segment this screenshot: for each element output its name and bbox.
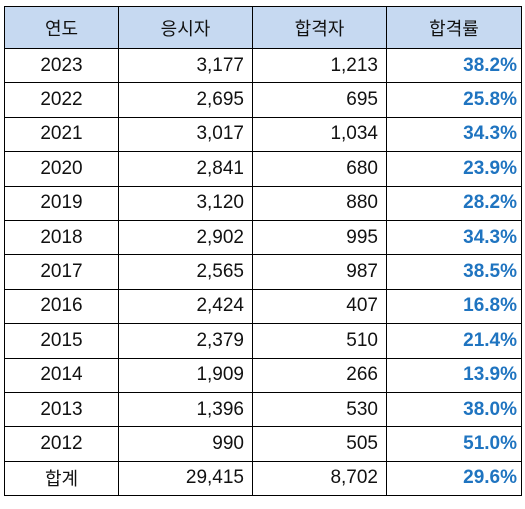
pass-rate-cell: 38.5% xyxy=(386,254,522,290)
applicants-cell: 2,841 xyxy=(118,151,253,187)
header-passed: 합격자 xyxy=(252,6,387,49)
pass-rate-cell: 21.4% xyxy=(386,323,522,359)
year-cell: 2013 xyxy=(4,391,119,428)
passed-cell: 987 xyxy=(252,254,387,290)
year-cell: 2018 xyxy=(4,219,119,256)
pass-rate-cell: 34.3% xyxy=(386,219,522,256)
table-row: 2015 2,379 510 21.4% xyxy=(4,323,522,359)
passed-cell: 680 xyxy=(252,151,387,187)
year-cell: 2021 xyxy=(4,116,119,153)
header-pass-rate: 합격률 xyxy=(386,6,522,49)
total-row: 합계 29,415 8,702 29.6% xyxy=(4,460,522,497)
applicants-cell: 2,902 xyxy=(118,219,253,256)
table-row: 2019 3,120 880 28.2% xyxy=(4,185,522,221)
applicants-cell: 2,695 xyxy=(118,82,253,118)
table-row: 2021 3,017 1,034 34.3% xyxy=(4,116,522,153)
pass-rate-cell: 38.0% xyxy=(386,391,522,428)
year-cell: 2015 xyxy=(4,323,119,359)
total-label: 합계 xyxy=(4,460,119,497)
year-cell: 2012 xyxy=(4,426,119,462)
header-year: 연도 xyxy=(4,6,119,49)
year-cell: 2019 xyxy=(4,185,119,221)
passed-cell: 695 xyxy=(252,82,387,118)
applicants-cell: 3,017 xyxy=(118,116,253,153)
table-row: 2018 2,902 995 34.3% xyxy=(4,219,522,256)
table-row: 2022 2,695 695 25.8% xyxy=(4,82,522,118)
pass-rate-cell: 25.8% xyxy=(386,82,522,118)
passed-cell: 505 xyxy=(252,426,387,462)
total-pass-rate-cell: 29.6% xyxy=(386,460,522,497)
pass-rate-cell: 51.0% xyxy=(386,426,522,462)
passed-cell: 880 xyxy=(252,185,387,221)
year-cell: 2023 xyxy=(4,47,119,84)
table-row: 2020 2,841 680 23.9% xyxy=(4,151,522,187)
pass-rate-cell: 38.2% xyxy=(386,47,522,84)
pass-rate-cell: 34.3% xyxy=(386,116,522,153)
pass-rate-cell: 16.8% xyxy=(386,288,522,325)
year-cell: 2020 xyxy=(4,151,119,187)
table-row: 2023 3,177 1,213 38.2% xyxy=(4,47,522,84)
table-row: 2017 2,565 987 38.5% xyxy=(4,254,522,290)
passed-cell: 530 xyxy=(252,391,387,428)
table-row: 2014 1,909 266 13.9% xyxy=(4,357,522,393)
table-container: 연도 응시자 합격자 합격률 2023 3,177 1,213 38.2% 20… xyxy=(4,6,522,497)
table-row: 2013 1,396 530 38.0% xyxy=(4,391,522,428)
year-cell: 2014 xyxy=(4,357,119,393)
applicants-cell: 2,424 xyxy=(118,288,253,325)
applicants-cell: 3,177 xyxy=(118,47,253,84)
pass-rate-cell: 28.2% xyxy=(386,185,522,221)
passed-cell: 266 xyxy=(252,357,387,393)
table-row: 2016 2,424 407 16.8% xyxy=(4,288,522,325)
applicants-cell: 1,909 xyxy=(118,357,253,393)
total-passed-cell: 8,702 xyxy=(252,460,387,497)
total-applicants-cell: 29,415 xyxy=(118,460,253,497)
year-cell: 2016 xyxy=(4,288,119,325)
year-cell: 2022 xyxy=(4,82,119,118)
pass-rate-cell: 13.9% xyxy=(386,357,522,393)
year-cell: 2017 xyxy=(4,254,119,290)
passed-cell: 995 xyxy=(252,219,387,256)
applicants-cell: 2,379 xyxy=(118,323,253,359)
exam-results-table: 연도 응시자 합격자 합격률 2023 3,177 1,213 38.2% 20… xyxy=(4,6,522,497)
passed-cell: 407 xyxy=(252,288,387,325)
applicants-cell: 3,120 xyxy=(118,185,253,221)
passed-cell: 1,034 xyxy=(252,116,387,153)
applicants-cell: 1,396 xyxy=(118,391,253,428)
pass-rate-cell: 23.9% xyxy=(386,151,522,187)
header-applicants: 응시자 xyxy=(118,6,253,49)
passed-cell: 1,213 xyxy=(252,47,387,84)
applicants-cell: 990 xyxy=(118,426,253,462)
passed-cell: 510 xyxy=(252,323,387,359)
table-row: 2012 990 505 51.0% xyxy=(4,426,522,462)
applicants-cell: 2,565 xyxy=(118,254,253,290)
header-row: 연도 응시자 합격자 합격률 xyxy=(4,6,522,49)
